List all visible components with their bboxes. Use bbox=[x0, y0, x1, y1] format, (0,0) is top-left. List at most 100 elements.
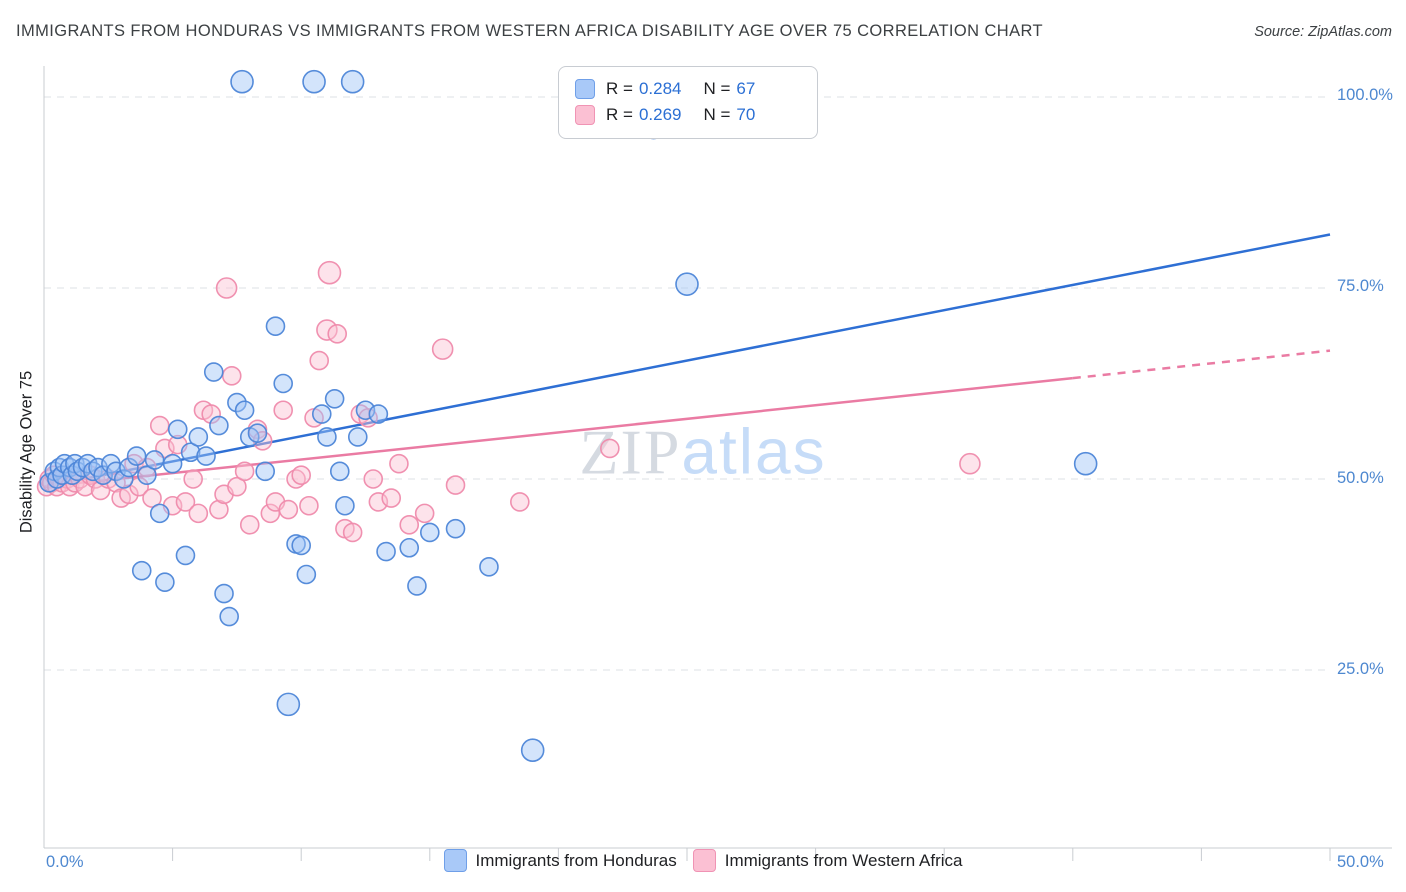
scatter-point bbox=[247, 423, 268, 443]
scatter-point bbox=[131, 560, 152, 581]
scatter-point bbox=[347, 427, 368, 447]
scatter-point bbox=[230, 69, 254, 94]
scatter-point bbox=[329, 461, 350, 482]
y-tick-label-50: 50.0% bbox=[1337, 469, 1384, 487]
honduras-swatch-icon bbox=[443, 849, 467, 872]
scatter-point bbox=[276, 692, 301, 717]
scatter-point bbox=[407, 576, 427, 596]
scatter-point bbox=[137, 465, 157, 485]
scatter-point bbox=[214, 583, 234, 604]
zipatlas-watermark: ZIPatlas bbox=[579, 415, 826, 490]
scatter-point bbox=[959, 452, 981, 475]
x-tick-label-max: 50.0% bbox=[1337, 853, 1384, 871]
scatter-point bbox=[445, 475, 466, 495]
scatter-point bbox=[175, 492, 196, 512]
western-africa-swatch-icon bbox=[692, 849, 716, 872]
legend-row-western-africa: R = 0.269 N = 70 bbox=[575, 102, 801, 128]
n-value: 70 bbox=[736, 105, 756, 124]
scatter-point bbox=[309, 350, 330, 371]
scatter-point bbox=[510, 492, 530, 512]
scatter-point bbox=[167, 419, 188, 440]
scatter-point bbox=[399, 537, 420, 558]
scatter-point bbox=[675, 272, 699, 296]
legend-item-western-africa: Immigrants from Western Africa bbox=[692, 849, 963, 872]
scatter-point bbox=[155, 572, 175, 592]
scatter-point bbox=[209, 499, 229, 520]
legend-item-label: Immigrants from Honduras bbox=[475, 850, 677, 870]
scatter-point bbox=[180, 442, 201, 463]
scatter-point bbox=[52, 465, 72, 485]
scatter-point bbox=[335, 495, 355, 516]
scatter-point bbox=[479, 557, 499, 577]
scatter-point bbox=[273, 373, 293, 394]
scatter-point bbox=[291, 535, 312, 556]
x-tick-label-min: 0.0% bbox=[46, 853, 84, 871]
scatter-point bbox=[126, 446, 147, 466]
scatter-point bbox=[188, 427, 209, 447]
scatter-point bbox=[342, 522, 363, 543]
scatter-point bbox=[113, 469, 134, 489]
scatter-point bbox=[119, 457, 139, 478]
legend-row-western-africa-text: R = 0.269 N = 70 bbox=[606, 105, 755, 125]
scatter-point bbox=[175, 545, 196, 566]
correlation-legend-box: R = 0.284 N = 67 R = 0.269 N = 70 bbox=[558, 66, 818, 139]
scatter-point bbox=[445, 518, 466, 539]
y-tick-label-25: 25.0% bbox=[1337, 660, 1384, 678]
legend-row-honduras-text: R = 0.284 N = 67 bbox=[606, 79, 755, 99]
r-label: R = bbox=[606, 105, 633, 124]
scatter-point bbox=[142, 488, 162, 508]
scatter-point bbox=[431, 338, 454, 360]
scatter-point bbox=[600, 438, 620, 459]
scatter-point bbox=[265, 316, 286, 337]
source-attribution: Source: ZipAtlas.com bbox=[1254, 24, 1392, 40]
scatter-point bbox=[317, 427, 337, 447]
y-tick-label-100: 100.0% bbox=[1337, 86, 1393, 104]
scatter-point bbox=[162, 453, 183, 474]
legend-item-honduras: Immigrants from Honduras bbox=[443, 849, 677, 872]
scatter-point bbox=[234, 400, 255, 421]
scatter-point bbox=[219, 606, 239, 627]
scatter-point bbox=[327, 324, 348, 344]
scatter-point bbox=[340, 69, 365, 94]
scatter-point bbox=[183, 469, 203, 489]
scatter-point bbox=[234, 461, 255, 482]
page-title: IMMIGRANTS FROM HONDURAS VS IMMIGRANTS F… bbox=[16, 22, 1043, 40]
r-value: 0.284 bbox=[638, 79, 682, 98]
honduras-swatch-icon bbox=[575, 79, 595, 99]
scatter-point bbox=[368, 404, 389, 424]
scatter-point bbox=[144, 450, 165, 470]
scatter-point bbox=[296, 564, 317, 585]
scatter-point bbox=[1073, 451, 1098, 476]
scatter-point bbox=[302, 69, 326, 94]
n-label: N = bbox=[703, 79, 731, 98]
scatter-point bbox=[291, 465, 312, 485]
scatter-point bbox=[317, 260, 342, 285]
n-value: 67 bbox=[736, 79, 756, 98]
scatter-point bbox=[299, 495, 319, 516]
n-label: N = bbox=[703, 105, 731, 124]
y-tick-label-75: 75.0% bbox=[1337, 277, 1384, 295]
scatter-point bbox=[201, 404, 221, 424]
scatter-point bbox=[209, 415, 229, 436]
legend-row-honduras: R = 0.284 N = 67 bbox=[575, 76, 801, 102]
scatter-point bbox=[363, 469, 384, 489]
scatter-point bbox=[119, 484, 139, 505]
y-axis-title: Disability Age Over 75 bbox=[17, 370, 36, 534]
scatter-point bbox=[273, 400, 293, 421]
scatter-point bbox=[324, 388, 345, 409]
scatter-point bbox=[389, 453, 409, 474]
r-label: R = bbox=[606, 79, 633, 98]
scatter-point bbox=[358, 408, 378, 428]
scatter-point bbox=[227, 476, 247, 497]
scatter-point bbox=[203, 362, 224, 382]
scatter-point bbox=[311, 404, 332, 424]
scatter-point bbox=[149, 503, 170, 524]
trend-line bbox=[1072, 349, 1331, 380]
scatter-point bbox=[278, 499, 299, 520]
watermark-atlas: atlas bbox=[681, 415, 827, 488]
legend-item-label: Immigrants from Western Africa bbox=[724, 850, 963, 870]
scatter-point bbox=[90, 480, 111, 501]
trend-line bbox=[43, 233, 1331, 488]
scatter-point bbox=[215, 277, 238, 299]
